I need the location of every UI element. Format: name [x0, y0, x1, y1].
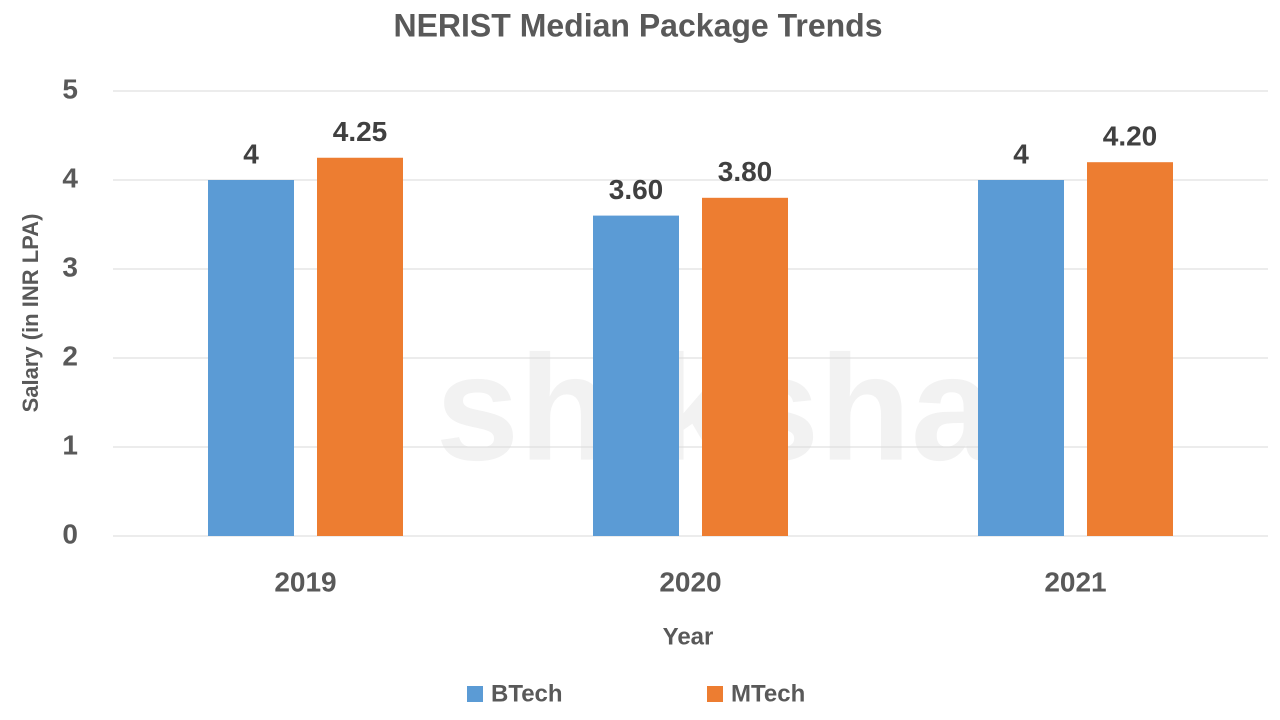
y-tick-label: 3 — [62, 251, 78, 282]
y-tick-label: 5 — [62, 73, 78, 104]
y-tick-label: 1 — [62, 429, 78, 460]
bar — [1087, 162, 1173, 536]
x-tick-label: 2019 — [274, 566, 336, 597]
value-label: 4.20 — [1103, 121, 1158, 152]
y-tick-label: 4 — [62, 162, 78, 193]
y-tick-label: 2 — [62, 340, 78, 371]
bar — [593, 215, 679, 536]
value-label: 4 — [1013, 138, 1029, 169]
bar — [317, 157, 403, 536]
legend-swatch — [467, 686, 483, 702]
value-label: 4.25 — [333, 116, 388, 147]
value-label: 3.60 — [609, 174, 664, 205]
bar — [208, 180, 294, 536]
legend-label: MTech — [731, 680, 805, 707]
bar — [702, 197, 788, 537]
x-tick-label: 2021 — [1044, 566, 1106, 597]
x-tick-label: 2020 — [659, 566, 721, 597]
legend-swatch — [707, 686, 723, 702]
y-tick-label: 0 — [62, 518, 78, 549]
value-label: 4 — [243, 138, 259, 169]
y-axis-title: Salary (in INR LPA) — [18, 214, 43, 413]
value-label: 3.80 — [718, 156, 773, 187]
chart-title: NERIST Median Package Trends — [393, 7, 882, 43]
x-axis-title: Year — [663, 623, 714, 650]
legend-label: BTech — [491, 680, 563, 707]
bar — [978, 180, 1064, 536]
